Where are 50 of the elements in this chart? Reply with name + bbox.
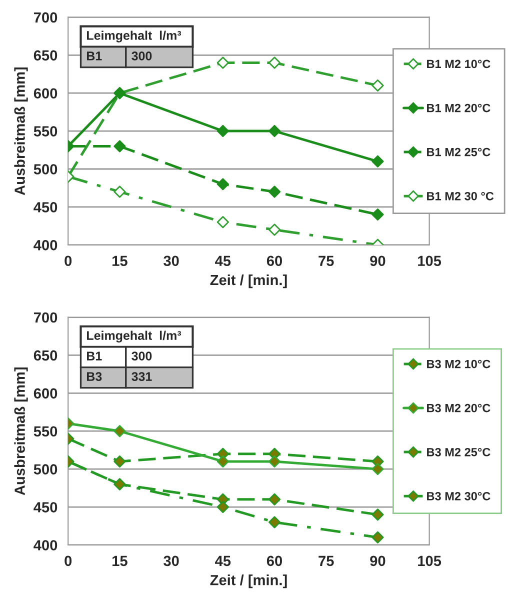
x-tick-label: 45: [215, 556, 231, 566]
x-tick-label: 45: [215, 256, 231, 266]
annotation: B3: [87, 372, 102, 381]
legend-label: B1 M2 30 °C: [427, 192, 494, 200]
x-tick-label: 60: [266, 556, 282, 566]
y-tick-label: 550: [34, 426, 58, 437]
y-tick-label: 450: [34, 202, 58, 212]
annotation: Leimgehalt l/m³: [87, 30, 182, 42]
x-tick-label: 0: [64, 256, 72, 266]
y-tick-label: 700: [34, 312, 58, 323]
x-tick-label: 0: [64, 556, 72, 566]
x-tick-label: 15: [112, 556, 128, 566]
y-tick-label: 600: [34, 88, 58, 99]
y-tick-label: 400: [34, 540, 58, 550]
x-axis-title: Zeit / [min.]: [210, 274, 287, 288]
legend-label: B1 M2 10°C: [427, 60, 490, 68]
annotation: 331: [132, 372, 152, 381]
y-tick-label: 700: [34, 12, 58, 23]
y-tick-label: 500: [34, 164, 58, 174]
legend-label: B3 M2 20°C: [427, 404, 490, 412]
legend-label: B3 M2 10°C: [427, 360, 490, 368]
x-tick-label: 105: [418, 556, 442, 566]
x-tick-label: 30: [164, 256, 179, 266]
x-axis-title: Zeit / [min.]: [210, 574, 287, 588]
annotation: B1: [87, 52, 102, 60]
annotation: 300: [132, 52, 152, 60]
x-tick-label: 60: [266, 256, 282, 266]
legend-label: B1 M2 25°C: [427, 148, 490, 156]
x-tick-label: 30: [164, 556, 179, 566]
legend-label: B3 M2 25°C: [427, 448, 490, 456]
y-tick-label: 450: [34, 502, 58, 512]
y-tick-label: 550: [34, 126, 58, 136]
annotation: 300: [132, 352, 152, 360]
x-tick-label: 105: [418, 256, 442, 266]
legend-label: B1 M2 20°C: [427, 104, 490, 112]
x-tick-label: 90: [370, 256, 386, 266]
x-tick-label: 90: [370, 556, 386, 566]
y-tick-label: 500: [34, 464, 58, 474]
y-axis-title: Ausbreitmaß [mm]: [14, 67, 28, 196]
annotation: B1: [87, 352, 102, 360]
x-tick-label: 15: [112, 256, 128, 266]
y-axis-title: Ausbreitmaß [mm]: [14, 368, 28, 496]
legend-label: B3 M2 30°C: [427, 492, 490, 500]
y-tick-label: 400: [34, 240, 58, 250]
x-tick-label: 75: [318, 556, 334, 566]
y-tick-label: 650: [34, 50, 58, 61]
annotation: Leimgehalt l/m³: [87, 330, 182, 342]
y-tick-label: 600: [34, 388, 58, 399]
x-tick-label: 75: [318, 256, 334, 266]
y-tick-label: 650: [34, 350, 58, 361]
